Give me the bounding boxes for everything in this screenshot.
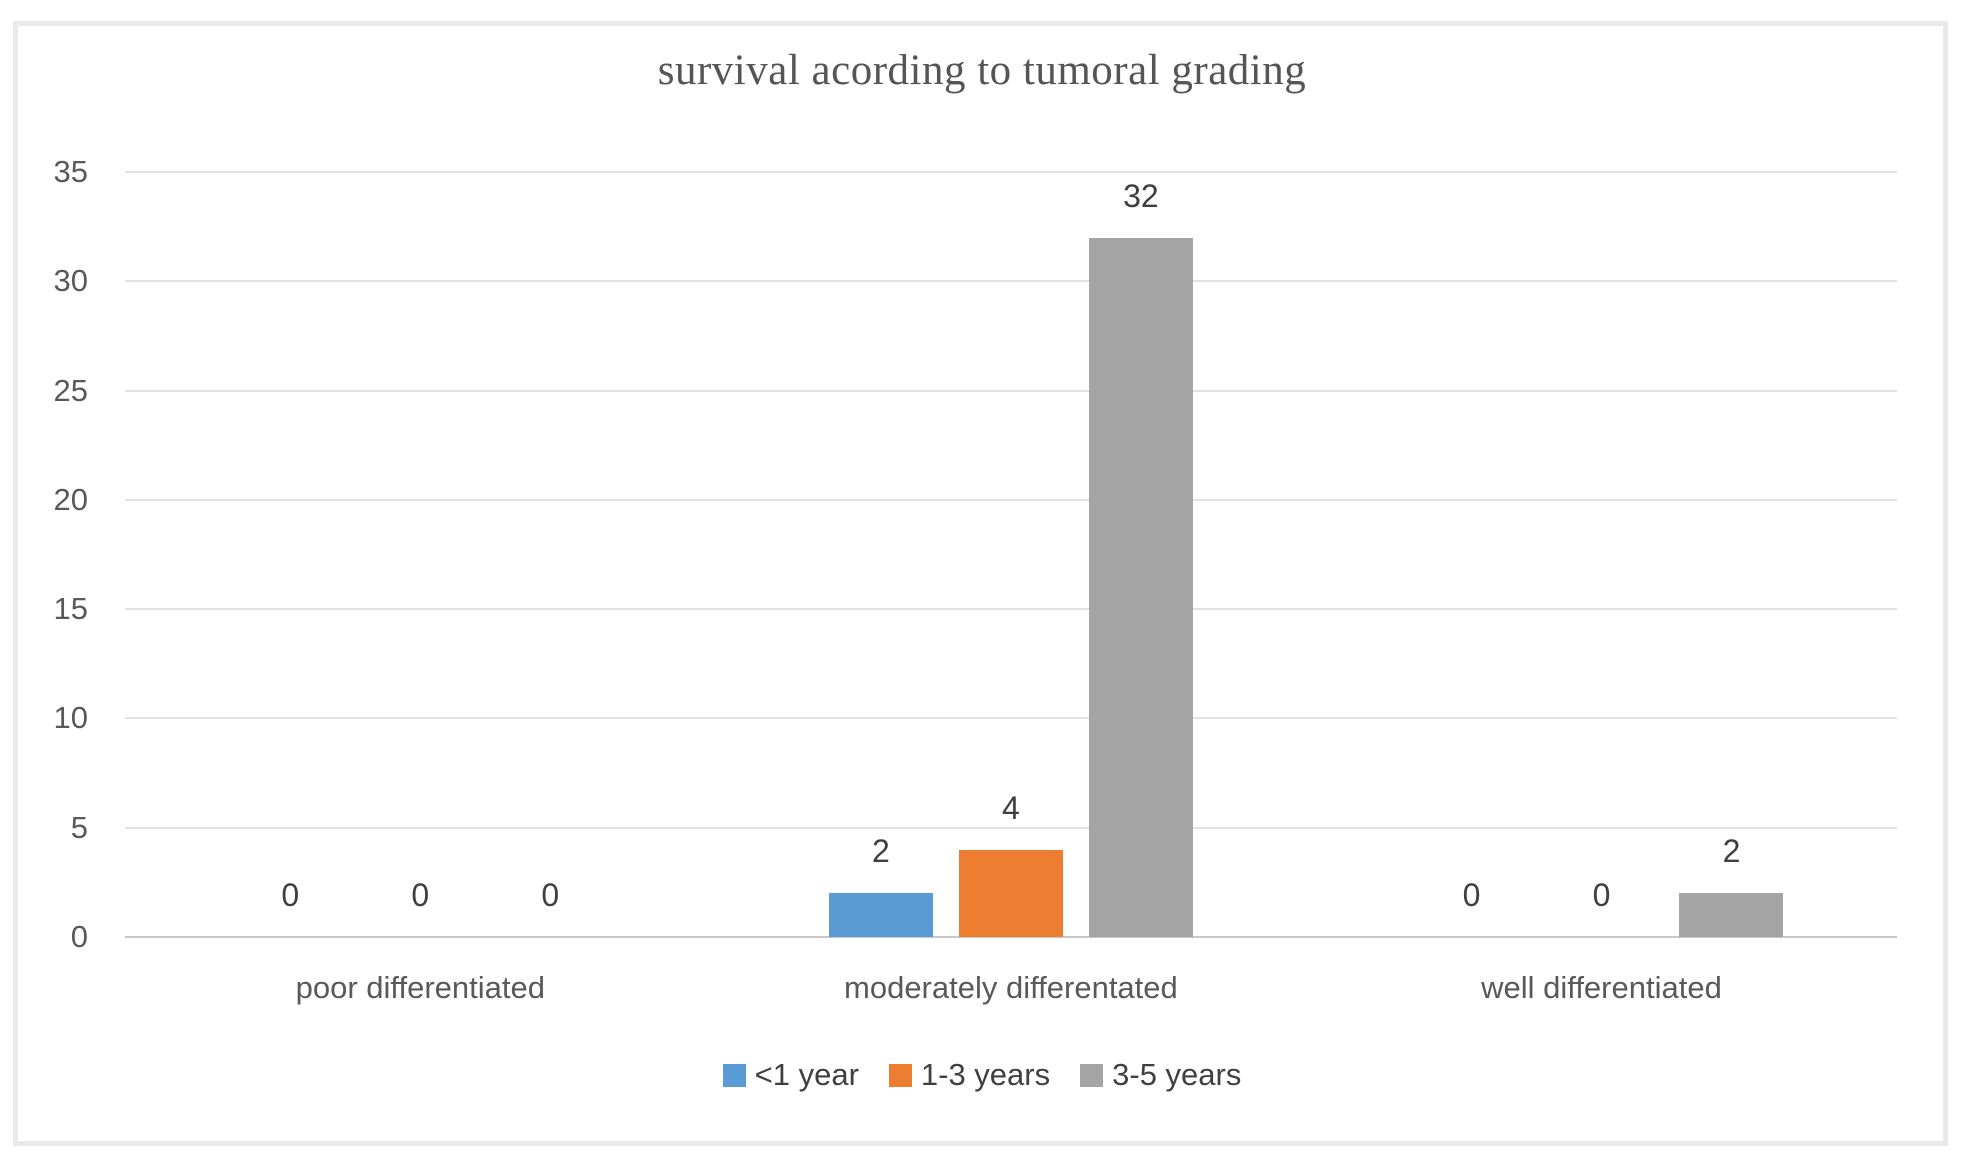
- category-label: well differentiated: [1481, 970, 1722, 1005]
- legend-swatch-icon: [888, 1063, 912, 1087]
- category-label: moderately differentated: [844, 970, 1178, 1005]
- y-tick-label: 30: [53, 263, 88, 299]
- bar-group: 0 0 2: [1306, 172, 1897, 937]
- legend-label: <1 year: [754, 1057, 859, 1092]
- bar-slot: 32: [1088, 172, 1193, 937]
- bar-slot: 0: [1419, 172, 1523, 937]
- figure-border: [13, 21, 1948, 1146]
- gridline: [125, 608, 1897, 611]
- legend-item: 1-3 years: [888, 1055, 1051, 1095]
- y-tick-label: 5: [70, 809, 88, 845]
- legend-swatch-icon: [722, 1063, 746, 1087]
- plot-area: 0 0 0 2 4 32 0 0 2: [125, 171, 1897, 938]
- bar-slot: 0: [498, 172, 602, 937]
- bar: [958, 849, 1063, 937]
- y-tick-label: 20: [53, 481, 88, 517]
- y-axis: 0 5 10 15 20 25 30 35: [0, 154, 88, 954]
- bar-slot: 4: [958, 172, 1063, 937]
- bar-group: 2 4 32: [716, 172, 1307, 937]
- data-label: 0: [411, 877, 430, 913]
- gridline: [125, 498, 1897, 501]
- data-label: 0: [541, 877, 560, 913]
- data-label: 32: [1123, 177, 1159, 214]
- bar-slot: 0: [238, 172, 342, 937]
- legend-swatch-icon: [1080, 1063, 1104, 1087]
- bar-slot: 0: [368, 172, 472, 937]
- bar: [1679, 893, 1784, 937]
- bar: [828, 893, 933, 937]
- data-label: 0: [281, 877, 300, 913]
- gridline: [125, 171, 1897, 173]
- data-label: 2: [1722, 833, 1741, 870]
- bar-slot: 2: [1679, 172, 1784, 937]
- data-label: 0: [1462, 877, 1481, 913]
- bar-group: 0 0 0: [125, 172, 716, 937]
- y-tick-label: 35: [53, 154, 88, 189]
- category-label: poor differentiated: [295, 970, 545, 1005]
- bar: [1088, 237, 1193, 937]
- legend-item: <1 year: [722, 1055, 859, 1095]
- gridline: [125, 717, 1897, 720]
- axis-line: [125, 936, 1897, 938]
- data-label: 0: [1592, 877, 1611, 913]
- legend-item: 3-5 years: [1080, 1055, 1241, 1095]
- legend-label: 1-3 years: [920, 1057, 1051, 1092]
- y-tick-label: 25: [53, 372, 88, 408]
- data-label: 2: [871, 833, 890, 870]
- bar-slot: 0: [1549, 172, 1653, 937]
- data-label: 4: [1001, 789, 1020, 826]
- gridline: [125, 389, 1897, 392]
- x-axis-category-labels: poor differentiated moderately differenta…: [125, 966, 1897, 1010]
- groups-row: 0 0 0 2 4 32 0 0 2: [125, 172, 1897, 937]
- y-tick-label: 10: [53, 700, 88, 736]
- chart-title: survival acording to tumoral grading: [657, 47, 1307, 94]
- y-tick-label: 0: [70, 919, 88, 954]
- bar-slot: 2: [828, 172, 933, 937]
- y-tick-label: 15: [53, 591, 88, 627]
- legend: <1 year 1-3 years 3-5 years: [0, 1055, 1964, 1095]
- gridline: [125, 826, 1897, 829]
- gridline: [125, 280, 1897, 283]
- legend-label: 3-5 years: [1112, 1057, 1242, 1092]
